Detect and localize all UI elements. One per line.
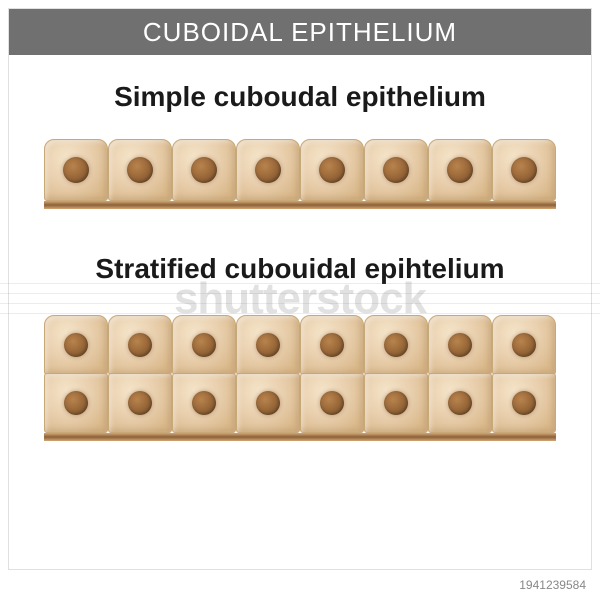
- nucleus: [511, 157, 537, 183]
- cuboidal-cell: [44, 315, 108, 375]
- nucleus: [512, 333, 536, 357]
- nucleus: [320, 333, 344, 357]
- cuboidal-cell: [108, 373, 172, 433]
- nucleus: [256, 333, 280, 357]
- nucleus: [320, 391, 344, 415]
- cuboidal-cell: [300, 139, 364, 201]
- cuboidal-cell: [44, 373, 108, 433]
- cuboidal-cell: [364, 315, 428, 375]
- nucleus: [384, 391, 408, 415]
- cuboidal-cell: [428, 373, 492, 433]
- cuboidal-cell: [236, 373, 300, 433]
- nucleus: [64, 391, 88, 415]
- cuboidal-cell: [172, 315, 236, 375]
- nucleus: [319, 157, 345, 183]
- cuboidal-cell: [172, 373, 236, 433]
- cell-stack: [9, 315, 591, 433]
- cuboidal-cell: [108, 315, 172, 375]
- nucleus: [256, 391, 280, 415]
- frame-border: CUBOIDAL EPITHELIUM Simple cuboudal epit…: [8, 8, 592, 570]
- nucleus: [63, 157, 89, 183]
- stock-id: 1941239584: [519, 578, 586, 592]
- nucleus: [447, 157, 473, 183]
- cuboidal-cell: [364, 373, 428, 433]
- nucleus: [448, 333, 472, 357]
- nucleus: [383, 157, 409, 183]
- nucleus: [128, 333, 152, 357]
- nucleus: [512, 391, 536, 415]
- cuboidal-cell: [236, 315, 300, 375]
- nucleus: [384, 333, 408, 357]
- nucleus: [128, 391, 152, 415]
- cuboidal-cell: [300, 373, 364, 433]
- diagram-content: Simple cuboudal epithelium Stratified cub…: [9, 81, 591, 441]
- nucleus: [64, 333, 88, 357]
- cuboidal-cell: [236, 139, 300, 201]
- nucleus: [192, 333, 216, 357]
- section-label: Simple cuboudal epithelium: [9, 81, 591, 113]
- nucleus: [127, 157, 153, 183]
- cuboidal-cell: [428, 139, 492, 201]
- header-bar: CUBOIDAL EPITHELIUM: [9, 9, 591, 55]
- nucleus: [191, 157, 217, 183]
- cuboidal-cell: [108, 139, 172, 201]
- cuboidal-cell: [492, 139, 556, 201]
- cuboidal-cell: [44, 139, 108, 201]
- cuboidal-cell: [492, 373, 556, 433]
- nucleus: [448, 391, 472, 415]
- cell-stack: [9, 139, 591, 201]
- cuboidal-cell: [172, 139, 236, 201]
- cuboidal-cell: [492, 315, 556, 375]
- section-label: Stratified cubouidal epihtelium: [9, 253, 591, 285]
- cell-row: [9, 375, 591, 433]
- basement-membrane: [44, 201, 556, 209]
- cuboidal-cell: [300, 315, 364, 375]
- nucleus: [255, 157, 281, 183]
- nucleus: [192, 391, 216, 415]
- cuboidal-cell: [428, 315, 492, 375]
- cell-row: [9, 139, 591, 201]
- cell-row: [9, 315, 591, 375]
- cuboidal-cell: [364, 139, 428, 201]
- basement-membrane: [44, 433, 556, 441]
- header-title: CUBOIDAL EPITHELIUM: [143, 17, 457, 48]
